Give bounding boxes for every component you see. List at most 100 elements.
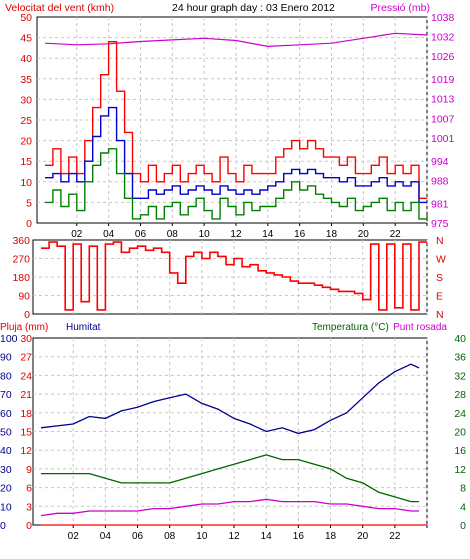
hour-tick-label: 16 xyxy=(294,229,306,240)
hour-tick-label: 18 xyxy=(326,229,338,240)
temperature-axis-label: Temperatura (°C) xyxy=(312,322,389,333)
temperature-tick-label: 0 xyxy=(460,520,466,532)
chart-marks: 0510152025303540455097598198899410011007… xyxy=(0,12,466,542)
rain-tick-label: 0 xyxy=(26,520,32,532)
temperature-tick-label: 12 xyxy=(454,464,466,476)
hour-tick-label: 20 xyxy=(358,229,370,240)
temperature-tick-label: 8 xyxy=(460,483,466,495)
rain-axis-label: Pluja (mm) xyxy=(0,322,48,333)
pressure-tick-label: 1026 xyxy=(431,51,455,63)
compass-label: N xyxy=(436,235,444,247)
pressure-tick-label: 981 xyxy=(431,198,449,210)
wind-tick-label: 50 xyxy=(20,12,32,24)
dewpoint-axis-label: Punt rosada xyxy=(393,322,447,333)
direction-tick-label: 180 xyxy=(12,272,30,284)
hour-tick-label: 06 xyxy=(132,531,144,542)
wind-gust-line xyxy=(45,41,427,199)
direction-tick-label: 270 xyxy=(12,254,30,266)
wind-tick-label: 35 xyxy=(20,74,32,86)
temperature-tick-label: 20 xyxy=(454,427,466,439)
wind-tick-label: 10 xyxy=(20,177,32,189)
pressure-tick-label: 1019 xyxy=(431,74,455,86)
rain-tick-label: 18 xyxy=(20,408,32,420)
compass-label: E xyxy=(436,291,443,303)
rain-tick-label: 3 xyxy=(26,501,32,513)
humidity-tick-label: 80 xyxy=(0,370,12,382)
humidity-panel-frame xyxy=(32,337,428,526)
compass-label: S xyxy=(436,272,443,284)
hour-tick-label: 12 xyxy=(230,229,242,240)
direction-panel-frame xyxy=(32,239,428,315)
hour-tick-label: 06 xyxy=(135,229,147,240)
humidity-tick-label: 90 xyxy=(0,352,12,364)
pressure-tick-label: 1032 xyxy=(431,32,455,44)
wind-tick-label: 15 xyxy=(20,156,32,168)
wind-tick-label: 40 xyxy=(20,53,32,65)
hour-tick-label: 16 xyxy=(293,531,305,542)
hour-tick-label: 20 xyxy=(357,531,369,542)
rain-tick-label: 24 xyxy=(20,370,32,382)
rain-tick-label: 9 xyxy=(26,464,32,476)
hour-tick-label: 12 xyxy=(228,531,240,542)
hour-tick-label: 02 xyxy=(71,229,83,240)
compass-label: N xyxy=(436,309,444,321)
dewpoint-line xyxy=(40,498,419,517)
rain-tick-label: 27 xyxy=(20,352,32,364)
pressure-axis-label: Pressió (mb) xyxy=(370,2,430,14)
temperature-tick-label: 32 xyxy=(454,370,466,382)
temperature-tick-label: 36 xyxy=(454,352,466,364)
rain-tick-label: 6 xyxy=(26,483,32,495)
humidity-axis-label: Humitat xyxy=(66,322,101,333)
humidity-tick-label: 100 xyxy=(0,333,18,345)
wind-tick-label: 5 xyxy=(26,197,32,209)
pressure-tick-label: 1007 xyxy=(431,113,455,125)
wind-average-line xyxy=(45,106,427,204)
hour-tick-label: 08 xyxy=(164,531,176,542)
hour-tick-label: 22 xyxy=(389,531,401,542)
temperature-tick-label: 40 xyxy=(454,333,466,345)
wind-tick-label: 45 xyxy=(20,33,32,45)
hour-tick-label: 02 xyxy=(68,531,80,542)
humidity-tick-label: 30 xyxy=(0,464,12,476)
direction-tick-label: 360 xyxy=(12,235,30,247)
humidity-tick-label: 60 xyxy=(0,408,12,420)
pressure-tick-label: 1038 xyxy=(431,12,455,24)
rain-tick-label: 12 xyxy=(20,445,32,457)
hour-tick-label: 08 xyxy=(167,229,179,240)
humidity-tick-label: 70 xyxy=(0,389,12,401)
hour-tick-label: 04 xyxy=(103,229,115,240)
pressure-tick-label: 975 xyxy=(431,218,449,230)
wind-speed-line xyxy=(45,148,428,220)
chart-title: 24 hour graph day : 03 Enero 2012 xyxy=(172,2,335,14)
direction-tick-label: 0 xyxy=(24,309,30,321)
hour-tick-label: 04 xyxy=(100,531,112,542)
humidity-tick-label: 40 xyxy=(0,445,12,457)
wind-direction-line xyxy=(41,241,427,311)
temperature-tick-label: 4 xyxy=(460,501,466,513)
direction-tick-label: 90 xyxy=(18,291,30,303)
pressure-tick-label: 988 xyxy=(431,175,449,187)
hour-tick-label: 10 xyxy=(196,531,208,542)
temperature-tick-label: 28 xyxy=(454,389,466,401)
hour-tick-label: 14 xyxy=(261,531,273,542)
rain-tick-label: 15 xyxy=(20,427,32,439)
humidity-tick-label: 10 xyxy=(0,501,12,513)
compass-label: W xyxy=(436,254,446,266)
humidity-tick-label: 50 xyxy=(0,427,12,439)
hour-tick-label: 18 xyxy=(325,531,337,542)
wind-tick-label: 0 xyxy=(26,218,32,230)
wind-tick-label: 30 xyxy=(20,94,32,106)
pressure-tick-label: 994 xyxy=(431,156,449,168)
temperature-tick-label: 16 xyxy=(454,445,466,457)
rain-tick-label: 21 xyxy=(20,389,32,401)
temperature-line xyxy=(41,454,419,503)
wind-tick-label: 20 xyxy=(20,136,32,148)
hour-tick-label: 22 xyxy=(390,229,402,240)
pressure-tick-label: 1001 xyxy=(431,133,455,145)
humidity-tick-label: 20 xyxy=(0,483,12,495)
hour-tick-label: 14 xyxy=(262,229,274,240)
humidity-tick-label: 0 xyxy=(0,520,6,532)
pressure-tick-label: 1013 xyxy=(431,94,455,106)
temperature-tick-label: 24 xyxy=(454,408,466,420)
